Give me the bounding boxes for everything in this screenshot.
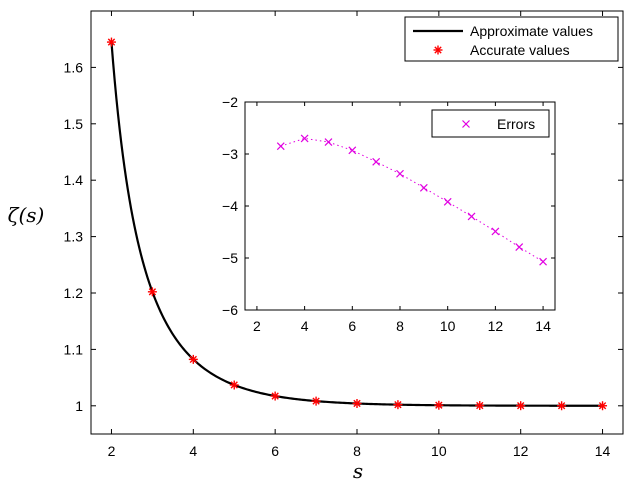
accurate-value-marker — [147, 287, 157, 297]
inset-x-tick-label: 10 — [440, 318, 456, 334]
accurate-value-marker — [557, 401, 567, 411]
y-tick-label: 1.1 — [64, 341, 84, 357]
y-tick-label: 1.4 — [64, 172, 84, 188]
x-axis-label: s — [353, 459, 363, 481]
x-tick-label: 10 — [431, 443, 447, 459]
legend-box — [404, 16, 619, 62]
accurate-value-marker — [270, 391, 280, 401]
error-marker — [396, 169, 404, 178]
x-tick-label: 6 — [271, 443, 279, 459]
x-tick-label: 4 — [189, 443, 197, 459]
inset-x-tick-label: 8 — [396, 318, 404, 334]
y-axis-label: ζ(s) — [8, 203, 45, 227]
x-tick-label: 2 — [108, 443, 116, 459]
error-marker — [443, 197, 452, 206]
inset-x-tick-label: 4 — [301, 318, 309, 334]
accurate-value-marker — [229, 380, 239, 390]
accurate-value-marker — [311, 396, 321, 406]
legend-accurate-label: Accurate values — [470, 42, 570, 58]
error-marker — [276, 142, 285, 151]
error-marker — [324, 138, 333, 146]
inset-x-tick-label: 6 — [348, 318, 356, 334]
inset-x-tick-label: 14 — [535, 318, 551, 334]
errors-dotted-line — [280, 137, 544, 263]
inset-legend-box — [431, 109, 550, 138]
error-marker — [419, 183, 428, 192]
x-tick-label: 14 — [595, 443, 611, 459]
error-marker — [491, 227, 500, 236]
accurate-value-marker — [475, 401, 485, 411]
error-marker — [462, 120, 470, 128]
legend-errors-label: Errors — [497, 116, 535, 132]
inset-y-tick-label: −6 — [222, 302, 238, 318]
y-tick-label: 1.6 — [64, 59, 84, 75]
legend-approximate-label: Approximate values — [470, 23, 593, 39]
accurate-value-marker — [516, 401, 526, 411]
y-tick-label: 1.5 — [64, 116, 84, 132]
y-tick-label: 1.3 — [64, 229, 84, 245]
y-tick-label: 1.2 — [64, 285, 84, 301]
main-legend: Approximate values Accurate values — [404, 16, 619, 62]
y-tick-label: 1 — [75, 398, 83, 414]
error-marker — [539, 257, 548, 266]
x-tick-label: 8 — [353, 443, 361, 459]
error-marker — [348, 146, 357, 155]
inset-x-tick-label: 12 — [488, 318, 504, 334]
accurate-value-marker — [106, 37, 116, 47]
accurate-value-marker — [188, 354, 198, 364]
accurate-value-marker — [598, 401, 608, 411]
error-marker — [300, 134, 309, 143]
accurate-value-marker — [393, 400, 403, 410]
accurate-value-marker — [433, 45, 443, 55]
inset-y-tick-label: −4 — [222, 198, 238, 214]
accurate-value-marker — [352, 398, 362, 408]
error-marker — [467, 212, 476, 221]
x-tick-label: 12 — [513, 443, 529, 459]
inset-y-tick-label: −5 — [222, 250, 238, 266]
error-marker — [515, 243, 524, 252]
inset-y-tick-label: −3 — [222, 146, 238, 162]
inset-plot: 2 4 6 8 10 12 14 −6 −5 −4 −3 −2 Errors — [222, 94, 556, 334]
inset-x-tick-label: 2 — [253, 318, 261, 334]
error-marker — [372, 157, 381, 166]
inset-legend: Errors — [431, 109, 550, 138]
inset-y-tick-label: −2 — [222, 94, 238, 110]
accurate-value-marker — [434, 400, 444, 410]
